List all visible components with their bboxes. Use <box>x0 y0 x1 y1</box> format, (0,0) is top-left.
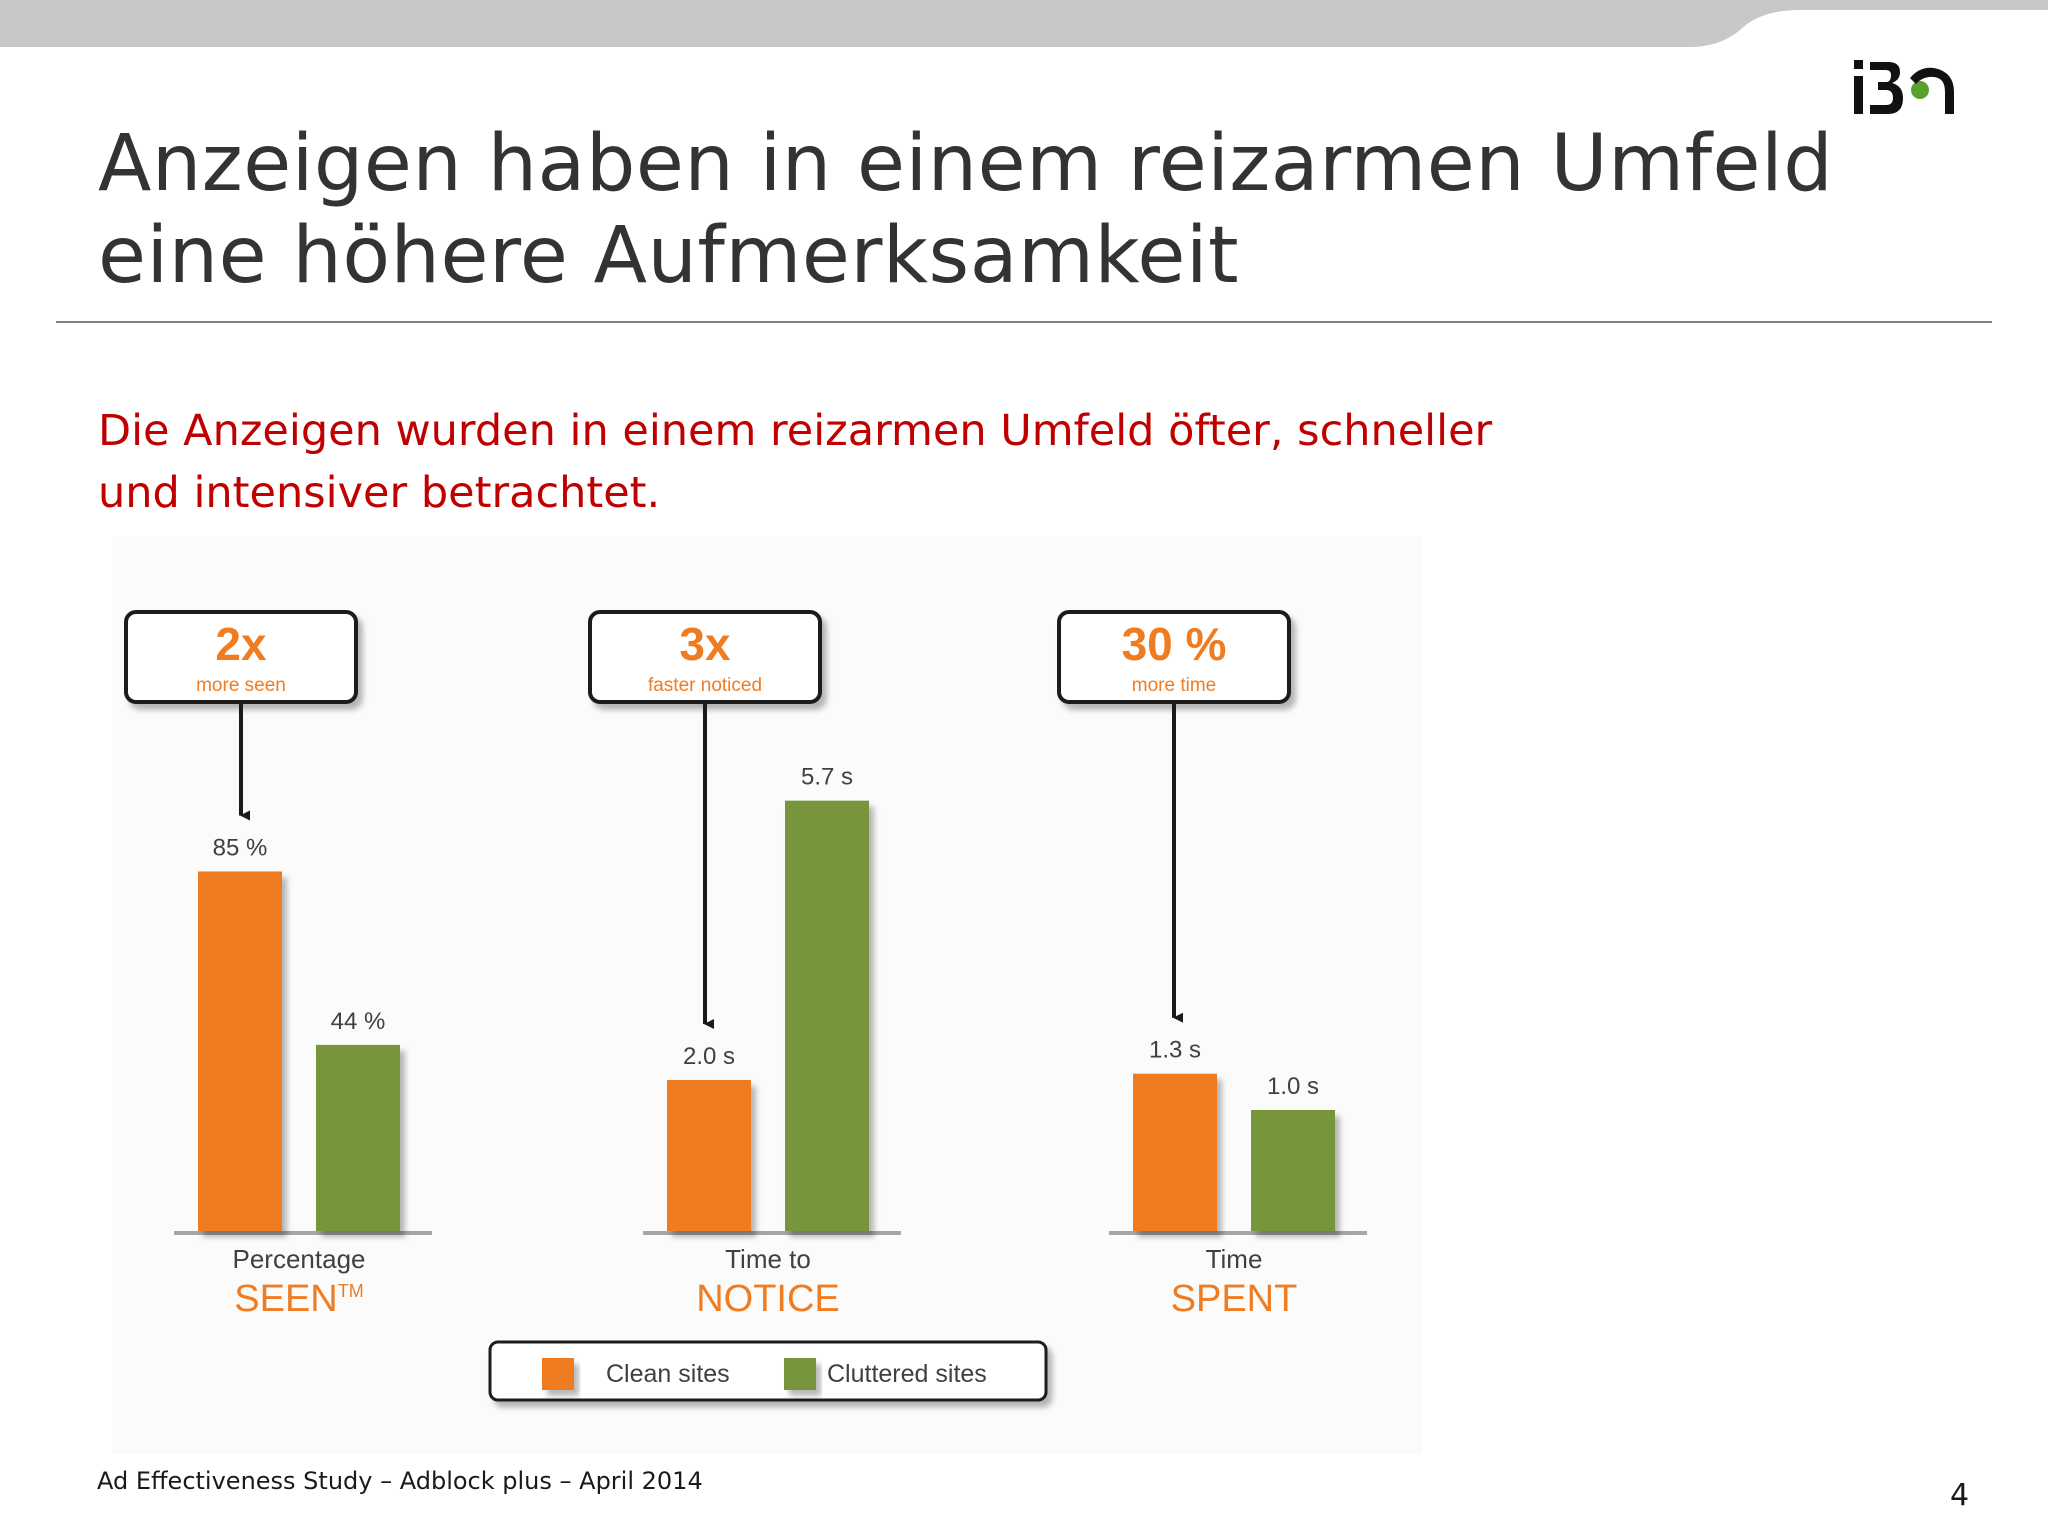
slide-subtitle-line: und intensiver betrachtet. <box>98 468 661 518</box>
data-label: 2.0 s <box>683 1043 735 1070</box>
slide-title-line: Anzeigen haben in einem reizarmen Umfeld <box>98 119 1834 209</box>
category-label-top: Time to <box>725 1244 811 1274</box>
category-label: SPENT <box>1171 1278 1298 1320</box>
callout-text: more seen <box>196 675 286 696</box>
callout-value: 2x <box>215 618 267 670</box>
bar-cluttered <box>1251 1110 1335 1231</box>
slide-subtitle-line: Die Anzeigen wurden in einem reizarmen U… <box>98 406 1493 456</box>
data-label: 85 % <box>213 834 268 861</box>
title-divider <box>56 321 1992 323</box>
slide-title-line: eine höhere Aufmerksamkeit <box>98 211 1240 301</box>
callout-box <box>1057 610 1291 704</box>
callout-text: faster noticed <box>648 675 762 696</box>
data-label: 1.3 s <box>1149 1037 1201 1064</box>
callout-value: 3x <box>679 618 731 670</box>
bar-clean <box>1133 1073 1217 1231</box>
legend-label: Clean sites <box>606 1360 730 1388</box>
top-decoration-band <box>0 0 2048 47</box>
iba-logo <box>1854 60 1954 114</box>
legend-box <box>488 1340 1048 1402</box>
legend-swatch-cluttered <box>784 1358 816 1390</box>
data-label: 44 % <box>331 1008 386 1035</box>
legend-label: Cluttered sites <box>827 1360 987 1388</box>
data-label: 1.0 s <box>1267 1073 1319 1100</box>
category-label: SEENTM <box>234 1278 363 1320</box>
page-number: 4 <box>1950 1478 1970 1513</box>
bar-cluttered <box>316 1044 400 1231</box>
axis-baseline <box>643 1231 901 1235</box>
axis-baseline <box>1109 1231 1367 1235</box>
category-label-top: Time <box>1206 1244 1263 1274</box>
callout-box <box>124 610 358 704</box>
bar-clean <box>198 871 282 1231</box>
footer-source: Ad Effectiveness Study – Adblock plus – … <box>97 1467 703 1495</box>
category-label: NOTICE <box>696 1278 840 1320</box>
bar-clean <box>667 1080 751 1231</box>
callout-text: more time <box>1132 675 1216 696</box>
legend-swatch-clean <box>542 1358 574 1390</box>
axis-baseline <box>174 1231 432 1235</box>
slide-title: Anzeigen haben in einem reizarmen Umfeld… <box>98 118 1833 302</box>
callout-box <box>588 610 822 704</box>
category-label-top: Percentage <box>233 1244 366 1274</box>
data-label: 5.7 s <box>801 764 853 791</box>
callout-value: 30 % <box>1122 618 1227 670</box>
slide-subtitle: Die Anzeigen wurden in einem reizarmen U… <box>98 400 1492 524</box>
bar-cluttered <box>785 800 869 1231</box>
